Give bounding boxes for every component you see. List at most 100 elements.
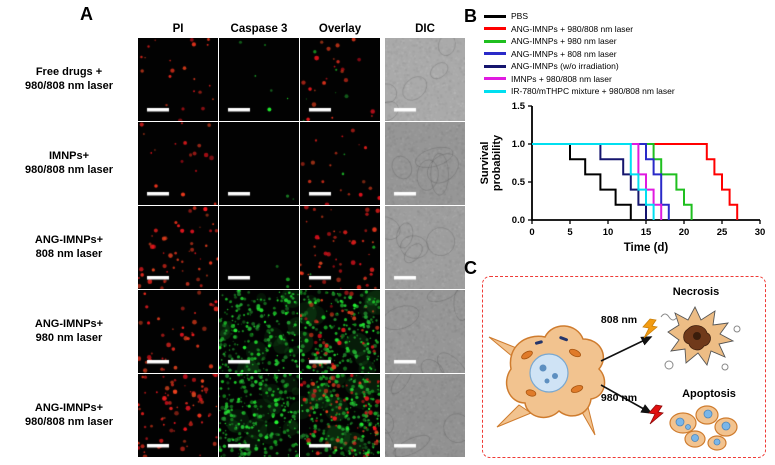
legend-swatch bbox=[484, 52, 506, 56]
legend-label: ANG-IMNPs + 808 nm laser bbox=[511, 48, 617, 59]
legend-item: ANG-IMNPs + 808 nm laser bbox=[484, 48, 675, 61]
laser-808-label: 808 nm bbox=[601, 314, 637, 326]
series-ang-imnps-w-o-irradiation- bbox=[532, 143, 647, 220]
caspase3-image bbox=[219, 122, 299, 205]
necrosis-label: Necrosis bbox=[673, 286, 719, 298]
apoptosis-label: Apoptosis bbox=[682, 388, 736, 400]
row-label: ANG-IMNPs+ 980 nm laser bbox=[34, 317, 104, 344]
legend-label: ANG-IMNPs (w/o irradiation) bbox=[511, 61, 619, 72]
panel-b: B PBS ANG-IMNPs + 980/808 nm laser ANG-IMN… bbox=[460, 4, 775, 258]
arrow-to-necrosis bbox=[600, 336, 653, 362]
caspase3-image bbox=[219, 38, 299, 121]
column-header-overlay: Overlay bbox=[318, 23, 362, 35]
column-header-row: PI Caspase 3 Overlay DIC bbox=[0, 20, 466, 37]
legend-item: IMNPs + 980/808 nm laser bbox=[484, 73, 675, 86]
dic-image bbox=[385, 206, 465, 289]
header-spacer bbox=[0, 20, 138, 37]
microscopy-row: ANG-IMNPs+ 980 nm laser bbox=[0, 290, 466, 373]
panel-a-label: A bbox=[80, 4, 93, 24]
nucleus bbox=[529, 353, 569, 393]
x-tick-label: 10 bbox=[603, 227, 614, 238]
necrosis-cell bbox=[660, 305, 741, 371]
microscopy-row: IMNPs+ 980/808 nm laser bbox=[0, 122, 466, 205]
row-label: Free drugs + 980/808 nm laser bbox=[24, 65, 114, 92]
overlay-image bbox=[300, 38, 380, 121]
panel-b-label: B bbox=[464, 6, 477, 26]
arrow-to-apoptosis bbox=[600, 384, 653, 414]
caspase3-image bbox=[219, 290, 299, 373]
row-label: ANG-IMNPs+ 980/808 nm laser bbox=[24, 401, 114, 428]
y-tick-label: 1.5 bbox=[512, 101, 526, 112]
legend-swatch bbox=[484, 27, 506, 31]
caspase3-image bbox=[219, 206, 299, 289]
row-label: IMNPs+ 980/808 nm laser bbox=[24, 149, 114, 176]
dic-image bbox=[385, 290, 465, 373]
legend-item: ANG-IMNPs + 980/808 nm laser bbox=[484, 23, 675, 36]
legend-swatch bbox=[484, 14, 506, 18]
lightning-bolt-808-icon bbox=[642, 318, 658, 339]
legend-item: PBS bbox=[484, 10, 675, 23]
legend-item: ANG-IMNPs + 980 nm laser bbox=[484, 35, 675, 48]
microscopy-grid: PI Caspase 3 Overlay DIC Free drugs + 980/80… bbox=[0, 20, 466, 458]
legend-label: ANG-IMNPs + 980/808 nm laser bbox=[511, 23, 634, 34]
x-tick-label: 15 bbox=[641, 227, 652, 238]
x-tick-label: 25 bbox=[717, 227, 728, 238]
caspase3-image bbox=[219, 374, 299, 457]
row-label: ANG-IMNPs+ 808 nm laser bbox=[34, 233, 104, 260]
dic-image bbox=[385, 38, 465, 121]
tumor-cell bbox=[488, 325, 606, 436]
x-tick-label: 30 bbox=[755, 227, 766, 238]
legend-item: ANG-IMNPs (w/o irradiation) bbox=[484, 60, 675, 73]
overlay-image bbox=[300, 122, 380, 205]
x-tick-label: 20 bbox=[679, 227, 690, 238]
legend-label: IR-780/mTHPC mixture + 980/808 nm laser bbox=[511, 86, 675, 97]
y-axis-label-line2: probability bbox=[491, 134, 503, 191]
x-axis-label: Time (d) bbox=[624, 242, 669, 254]
microscopy-row: ANG-IMNPs+ 980/808 nm laser bbox=[0, 374, 466, 457]
legend-swatch bbox=[484, 39, 506, 43]
survival-plot: 0 5 10 15 20 25 30 0.0 0.5 1.0 1.5 Time (d) Survival… bbox=[479, 101, 766, 254]
legend-swatch bbox=[484, 64, 506, 68]
pi-image bbox=[138, 374, 218, 457]
panel-c: C bbox=[460, 258, 775, 465]
series-ang-imnps-980-808-nm-laser bbox=[532, 143, 739, 220]
panel-c-label: C bbox=[464, 258, 477, 278]
apoptotic-bodies bbox=[669, 405, 738, 451]
y-tick-label: 1.0 bbox=[512, 139, 525, 150]
pi-image bbox=[138, 206, 218, 289]
legend-label: PBS bbox=[511, 11, 529, 22]
lightning-bolt-980-icon bbox=[648, 404, 664, 425]
y-tick-label: 0.5 bbox=[512, 177, 526, 188]
overlay-image bbox=[300, 206, 380, 289]
dic-image bbox=[385, 122, 465, 205]
pi-image bbox=[138, 38, 218, 121]
mechanism-schema: 808 nm 980 nm Necrosi bbox=[488, 286, 741, 451]
y-axis-label-line1: Survival bbox=[479, 142, 491, 185]
series-ir-780-mthpc-mixture-980-808-nm-laser bbox=[532, 143, 655, 220]
legend-label: IMNPs + 980/808 nm laser bbox=[511, 73, 612, 84]
laser-980-label: 980 nm bbox=[601, 392, 637, 404]
overlay-image bbox=[300, 374, 380, 457]
legend-item: IR-780/mTHPC mixture + 980/808 nm laser bbox=[484, 85, 675, 98]
dic-image bbox=[385, 374, 465, 457]
pi-image bbox=[138, 122, 218, 205]
legend-swatch bbox=[484, 77, 506, 81]
column-header-dic: DIC bbox=[415, 23, 435, 35]
microscopy-row: ANG-IMNPs+ 808 nm laser bbox=[0, 206, 466, 289]
chart-legend: PBS ANG-IMNPs + 980/808 nm laser ANG-IMNPs… bbox=[484, 10, 675, 98]
mechanism-schema-box: 808 nm 980 nm Necrosi bbox=[482, 276, 766, 458]
series-pbs bbox=[532, 143, 632, 220]
column-header-caspase-3: Caspase 3 bbox=[230, 23, 288, 35]
series-imnps-980-808-nm-laser bbox=[532, 143, 663, 220]
x-tick-label: 5 bbox=[567, 227, 573, 238]
microscopy-row: Free drugs + 980/808 nm laser bbox=[0, 38, 466, 121]
overlay-image bbox=[300, 290, 380, 373]
x-tick-label: 0 bbox=[529, 227, 534, 238]
legend-swatch bbox=[484, 89, 506, 93]
pi-image bbox=[138, 290, 218, 373]
legend-label: ANG-IMNPs + 980 nm laser bbox=[511, 36, 617, 47]
column-header-pi: PI bbox=[172, 23, 184, 35]
series-ang-imnps-808-nm-laser bbox=[532, 143, 670, 220]
y-tick-label: 0.0 bbox=[512, 215, 525, 226]
